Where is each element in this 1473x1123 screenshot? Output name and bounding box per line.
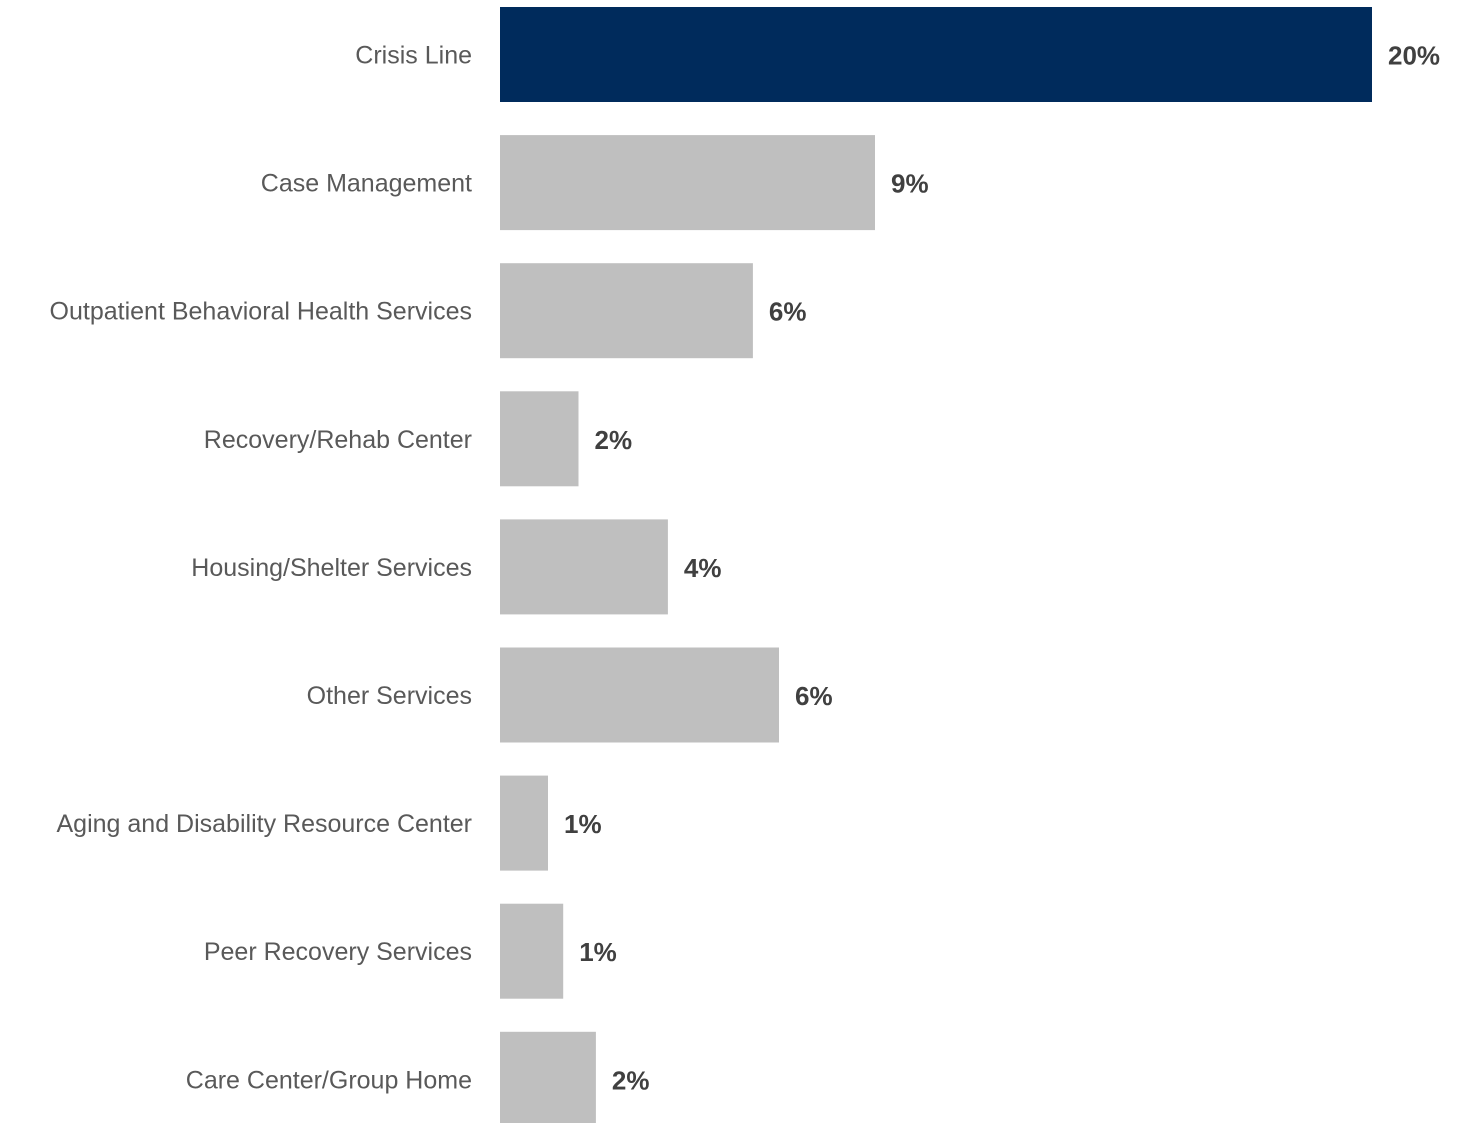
value-label-7: 1% (579, 937, 617, 967)
value-labels-group: 20% 9% 6% 2% 4% 6% 1% 1% 2% (564, 41, 1440, 1096)
value-label-2: 6% (769, 297, 807, 327)
bar-1 (500, 135, 875, 231)
category-label-5: Other Services (307, 682, 472, 710)
bar-8 (500, 1031, 596, 1123)
bars-group (500, 7, 1372, 1123)
category-label-6: Aging and Disability Resource Center (57, 810, 473, 838)
value-label-0: 20% (1388, 41, 1440, 71)
category-label-7: Peer Recovery Services (204, 938, 472, 966)
value-label-8: 2% (612, 1065, 650, 1095)
value-label-3: 2% (595, 425, 633, 455)
category-label-2: Outpatient Behavioral Health Services (50, 298, 472, 326)
value-label-1: 9% (891, 169, 929, 199)
category-label-0: Crisis Line (355, 42, 472, 70)
bar-6 (500, 775, 548, 871)
bar-0 (500, 7, 1372, 102)
bar-7 (500, 903, 564, 999)
bar-3 (500, 391, 579, 487)
category-label-1: Case Management (261, 170, 472, 198)
bar-5 (500, 647, 779, 743)
value-label-5: 6% (795, 681, 833, 711)
value-label-6: 1% (564, 809, 602, 839)
category-label-8: Care Center/Group Home (186, 1066, 472, 1094)
bar-2 (500, 263, 753, 359)
bar-4 (500, 519, 668, 615)
category-labels-group: Crisis Line Case Management Outpatient Beh… (50, 42, 473, 1095)
category-label-3: Recovery/Rehab Center (204, 426, 472, 454)
value-label-4: 4% (684, 553, 722, 583)
category-label-4: Housing/Shelter Services (191, 554, 472, 582)
